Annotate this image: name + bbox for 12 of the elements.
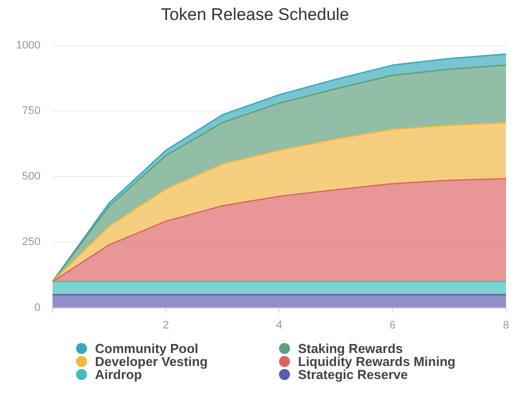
legend-label: Staking Rewards	[298, 341, 403, 356]
y-tick-label: 750	[22, 105, 40, 118]
chart-title: Token Release Schedule	[160, 4, 350, 24]
legend-label: Community Pool	[95, 341, 198, 356]
x-tick-label: 6	[390, 319, 396, 332]
x-tick-label: 4	[276, 319, 282, 332]
y-tick-label: 250	[22, 236, 40, 248]
x-tick-label: 2	[162, 319, 169, 332]
y-tick-label: 1000	[16, 39, 40, 52]
y-tick-label: 500	[22, 170, 40, 183]
x-tick-label: 8	[502, 319, 510, 332]
y-tick-label: 0	[34, 302, 40, 314]
